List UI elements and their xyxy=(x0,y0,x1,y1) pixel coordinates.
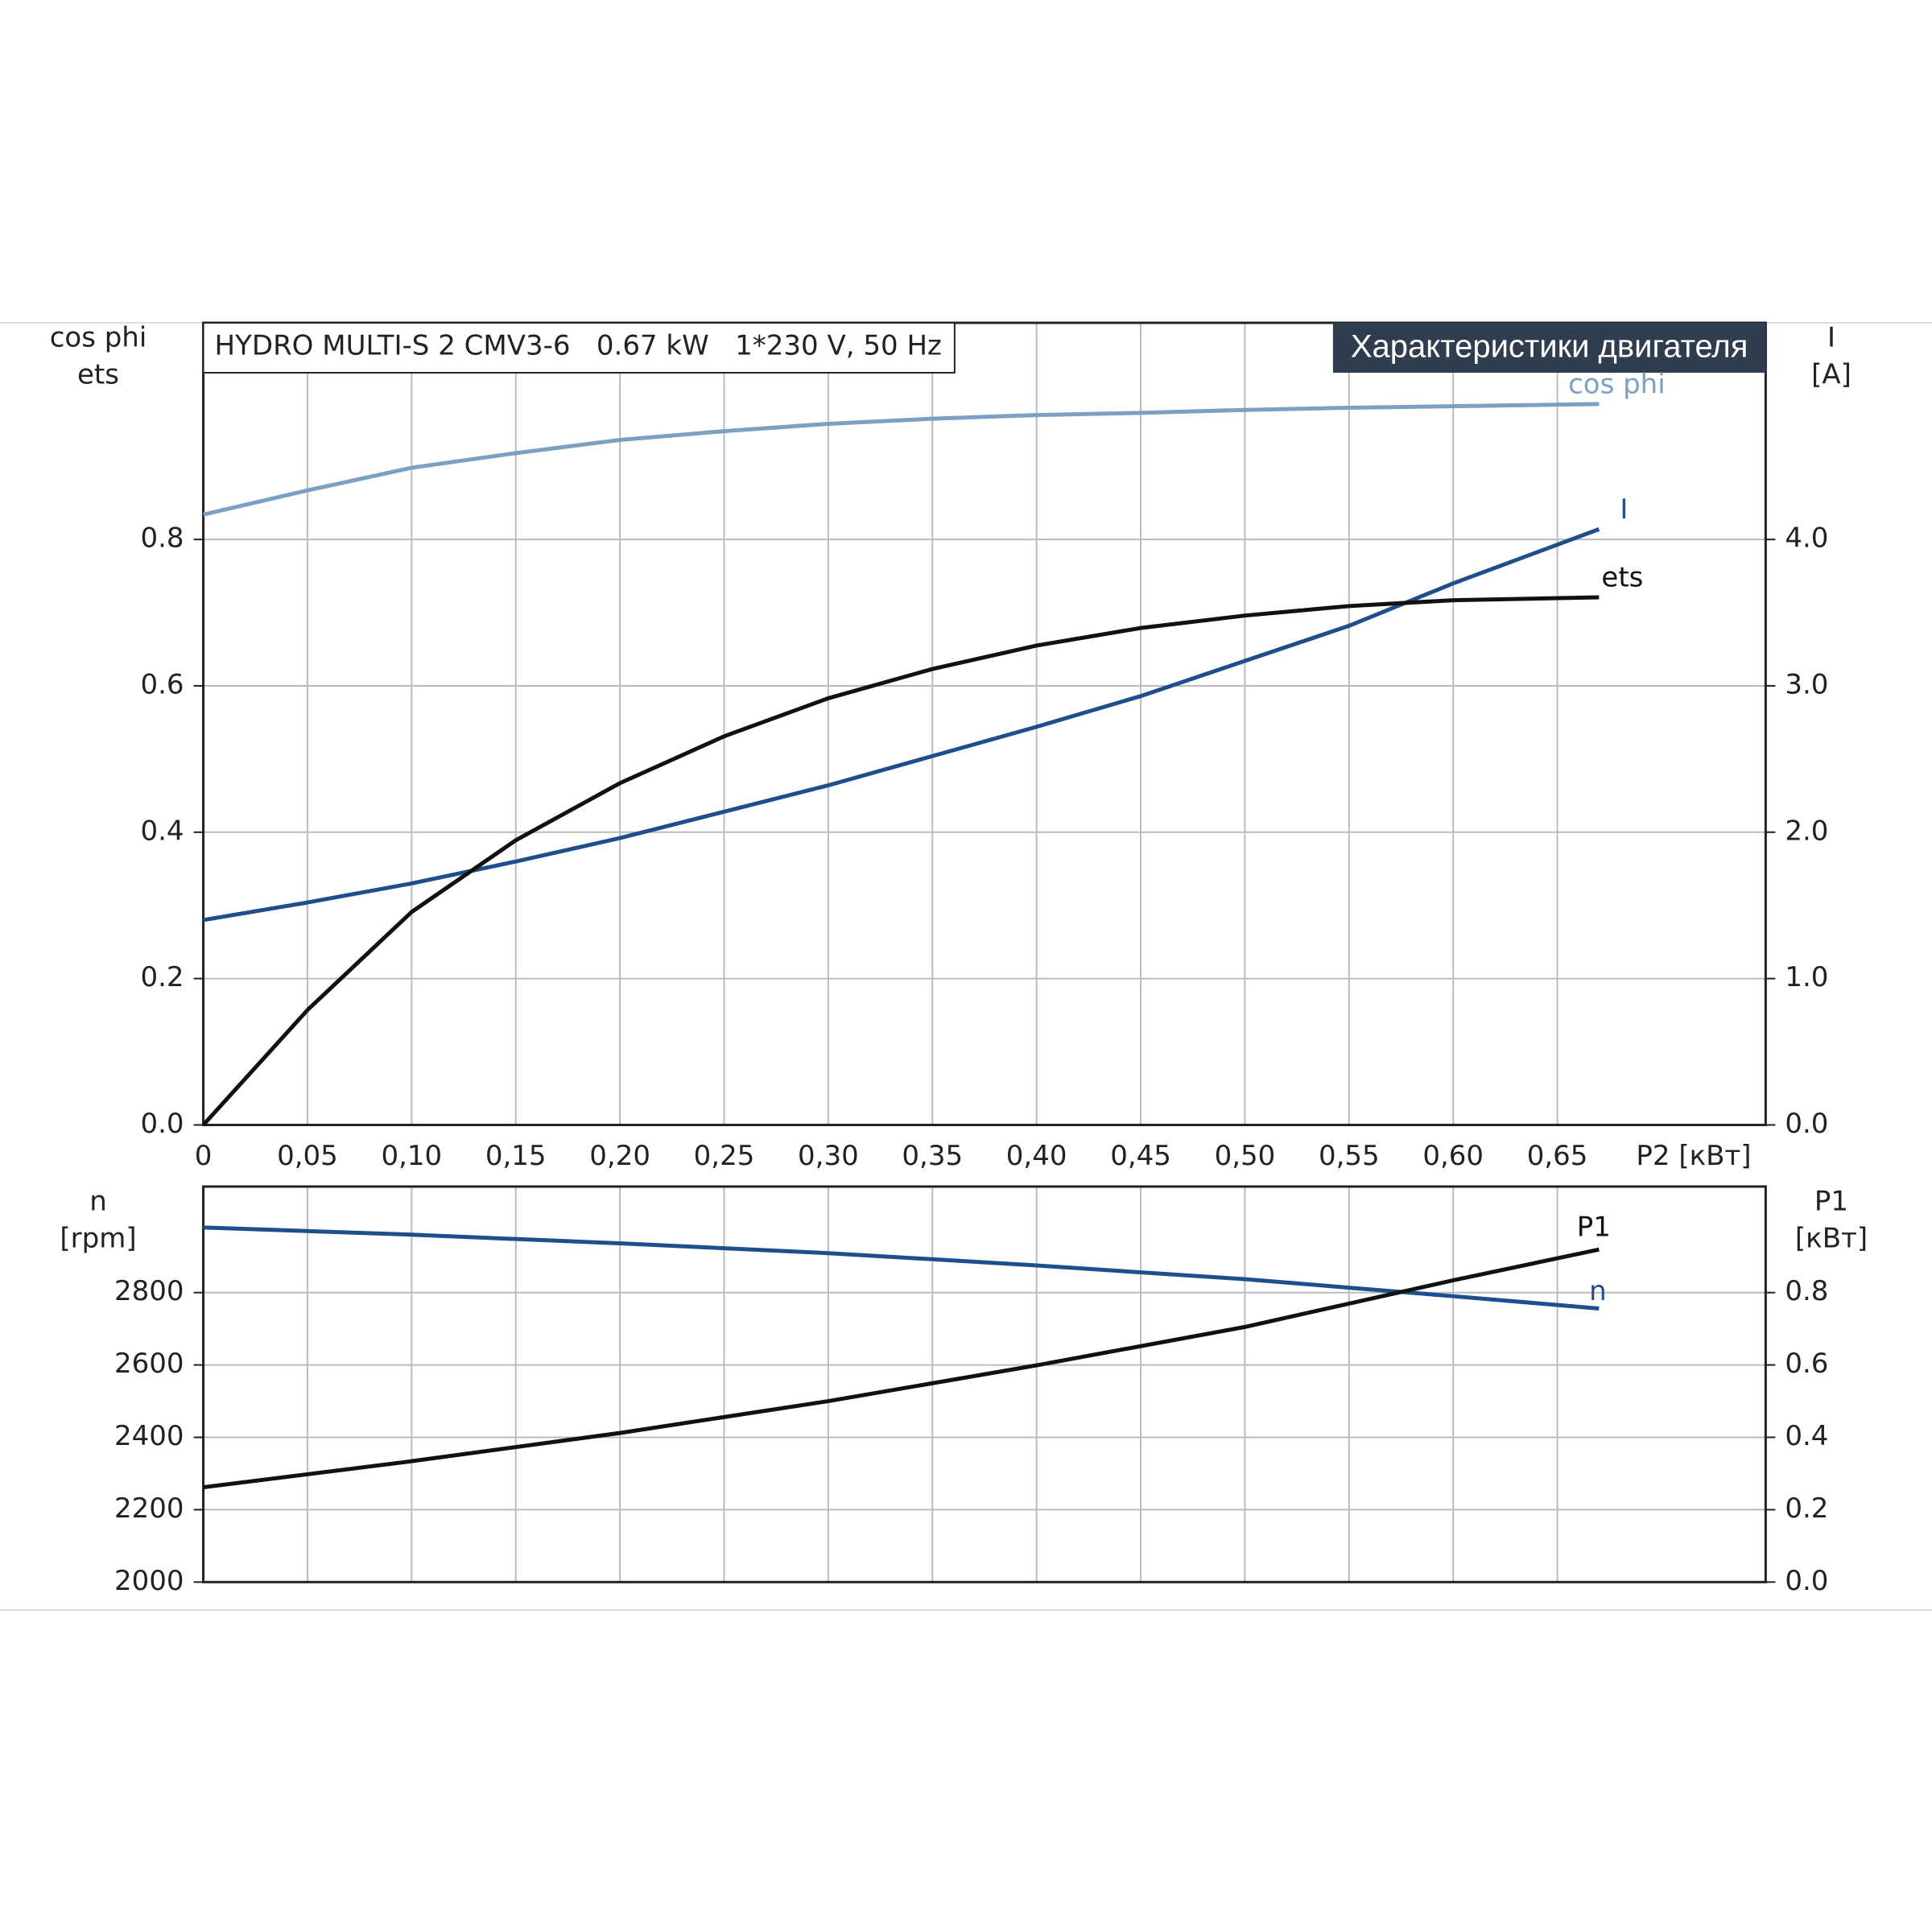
y2-axis-label: P1 xyxy=(1814,1185,1848,1217)
x-tick-label: 0,20 xyxy=(589,1140,650,1172)
y2-axis-label: [кВт] xyxy=(1795,1222,1868,1254)
x-tick-label: 0,25 xyxy=(694,1140,755,1172)
title-box xyxy=(202,322,956,374)
series-line xyxy=(202,402,1600,517)
y2-tick-label: 3.0 xyxy=(1785,668,1828,700)
y-axis-label: [rpm] xyxy=(60,1222,136,1254)
series-label: cos phi xyxy=(1568,368,1666,400)
x-tick-label: 0,60 xyxy=(1422,1140,1484,1172)
y2-tick-label: 0.8 xyxy=(1785,1275,1828,1307)
y-tick-label: 0.0 xyxy=(140,1108,184,1140)
chart-title: HYDRO MULTI-S 2 CMV3-6 0.67 kW 1*230 V, … xyxy=(215,330,942,362)
series-label: I xyxy=(1620,493,1628,526)
y-axis-label: n xyxy=(89,1185,107,1217)
series-label: ets xyxy=(1601,561,1643,593)
y2-tick-label: 0.6 xyxy=(1785,1348,1828,1380)
y2-axis-label: I xyxy=(1827,322,1835,354)
y-tick-label: 2200 xyxy=(114,1492,184,1525)
y2-tick-label: 0.0 xyxy=(1785,1108,1828,1140)
series-line xyxy=(203,527,1600,923)
y-tick-label: 2000 xyxy=(114,1565,184,1597)
x-tick-label: 0,10 xyxy=(381,1140,442,1172)
y2-tick-label: 4.0 xyxy=(1785,522,1828,555)
y2-tick-label: 0.4 xyxy=(1785,1420,1828,1452)
series-label: n xyxy=(1589,1275,1607,1307)
y2-axis-label: [A] xyxy=(1811,359,1852,391)
series-label: P1 xyxy=(1577,1212,1611,1244)
x-tick-label: 0,55 xyxy=(1319,1140,1380,1172)
series-line xyxy=(201,595,1600,1127)
x-tick-label: 0,40 xyxy=(1006,1140,1067,1172)
chart-subtitle: Характеристики двигателя xyxy=(1351,329,1748,365)
plot-frame xyxy=(202,1185,1767,1583)
plot-frame xyxy=(202,321,1767,1126)
x-tick-label: 0,50 xyxy=(1215,1140,1276,1172)
y2-tick-label: 1.0 xyxy=(1785,961,1828,993)
y-tick-label: 2600 xyxy=(114,1348,184,1380)
y-tick-label: 0.4 xyxy=(140,815,184,847)
series-line xyxy=(203,1247,1600,1490)
x-tick-label: 0,65 xyxy=(1527,1140,1588,1172)
y-tick-label: 2800 xyxy=(114,1275,184,1307)
plots: 0 0,05 0,10 0,15 0,20 0,25 0,30 0,35 0,40 0,45 0,5… xyxy=(50,321,1868,1597)
x-tick-label: 0,15 xyxy=(485,1140,547,1172)
y-axis-label: cos phi xyxy=(50,322,147,354)
y-tick-label: 0.2 xyxy=(140,961,184,993)
y2-tick-label: 0.0 xyxy=(1785,1565,1828,1597)
x-tick-label: 0,35 xyxy=(902,1140,963,1172)
subtitle-box xyxy=(1332,323,1766,374)
y-tick-label: 0.6 xyxy=(140,668,184,700)
x-tick-label: 0,05 xyxy=(277,1140,338,1172)
y-axis-label: ets xyxy=(77,359,119,391)
y-tick-label: 0.8 xyxy=(140,522,184,555)
x-tick-label: 0,45 xyxy=(1110,1140,1171,1172)
x-axis-label: P2 [кВт] xyxy=(1636,1140,1751,1172)
y2-tick-label: 0.2 xyxy=(1785,1492,1828,1525)
x-tick-label: 0,30 xyxy=(798,1140,859,1172)
y-tick-label: 2400 xyxy=(114,1420,184,1452)
x-tick-label: 0 xyxy=(195,1140,213,1172)
series-line xyxy=(203,1225,1600,1311)
y2-tick-label: 2.0 xyxy=(1785,815,1828,847)
